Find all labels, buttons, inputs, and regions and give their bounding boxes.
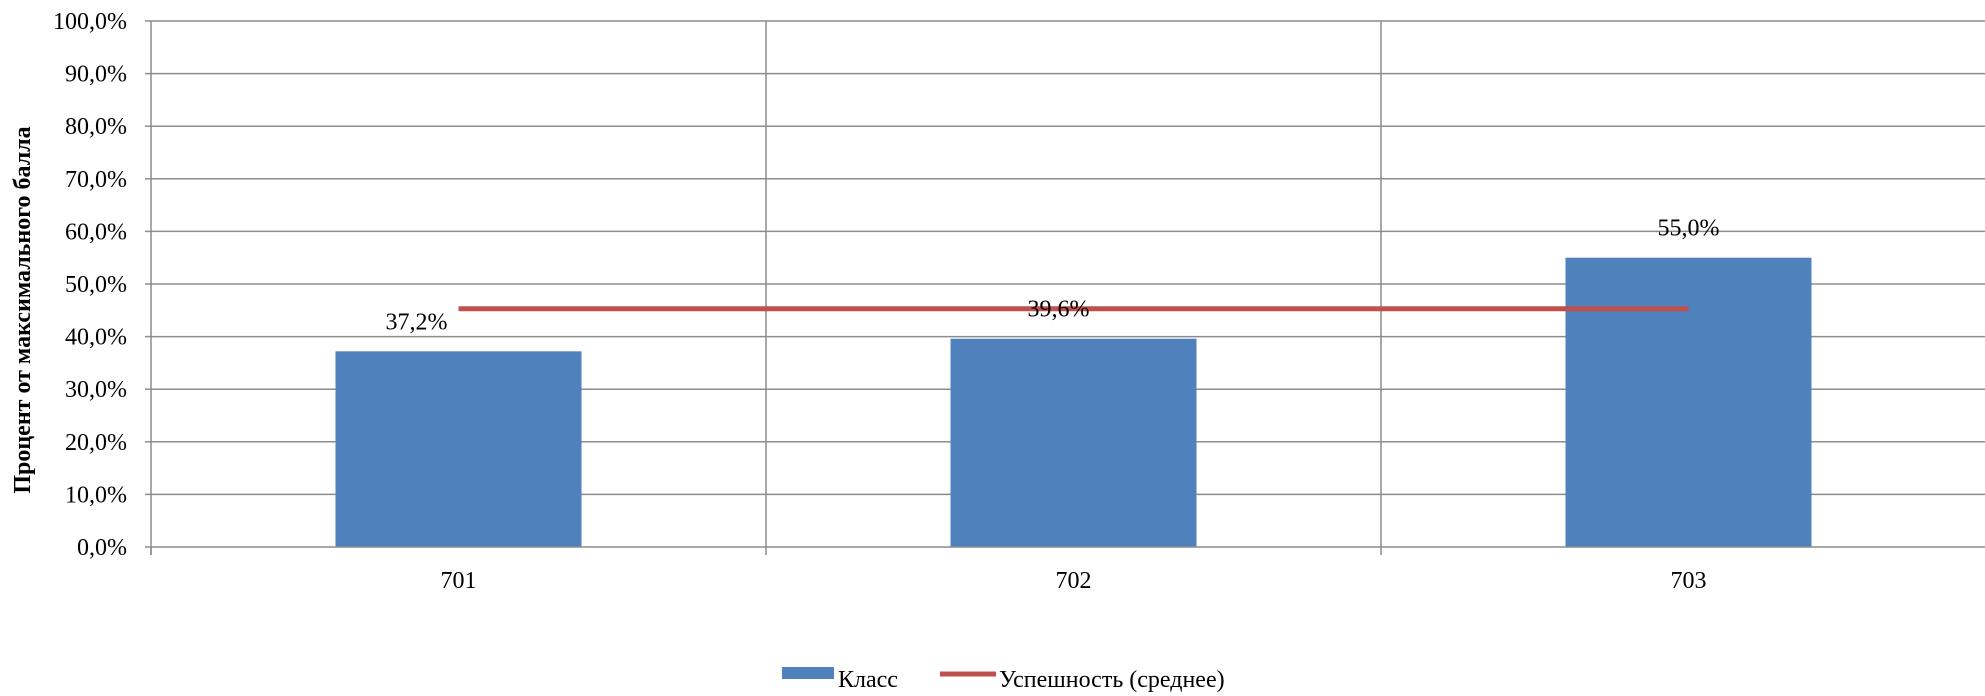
data-label: 39,6%: [1028, 297, 1090, 323]
y-tick-label: 30,0%: [65, 377, 127, 403]
y-tick-label: 10,0%: [65, 482, 127, 508]
y-tick-label: 60,0%: [65, 219, 127, 245]
legend-label-bar: Класс: [838, 667, 898, 693]
legend: Класс Успешность (среднее): [782, 667, 1225, 693]
legend-label-line: Успешность (среднее): [999, 667, 1225, 693]
y-tick-label: 20,0%: [65, 430, 127, 456]
y-tick-label: 40,0%: [65, 325, 127, 351]
x-tick-label: 702: [1056, 568, 1092, 594]
y-tick-label: 90,0%: [65, 62, 127, 88]
y-tick-label: 100,0%: [53, 9, 127, 35]
legend-swatch-bar: [782, 667, 834, 679]
y-tick-label: 70,0%: [65, 167, 127, 193]
y-tick-label: 80,0%: [65, 114, 127, 140]
x-tick-label: 703: [1671, 568, 1707, 594]
bar-701: [335, 351, 582, 547]
bar-702: [950, 338, 1197, 547]
axes: [145, 20, 1985, 555]
labels: 0,0% 10,0% 20,0% 30,0% 40,0% 50,0% 60,0% 70,0% 8…: [53, 9, 1720, 594]
y-tick-label: 0,0%: [77, 535, 127, 561]
x-tick-label: 701: [441, 568, 477, 594]
data-label: 37,2%: [386, 309, 448, 335]
data-label: 55,0%: [1658, 216, 1720, 242]
bar-703: [1565, 257, 1812, 547]
y-tick-label: 50,0%: [65, 272, 127, 298]
y-axis-title: Процент от максимального балла: [10, 126, 36, 493]
bars: [335, 257, 1812, 547]
